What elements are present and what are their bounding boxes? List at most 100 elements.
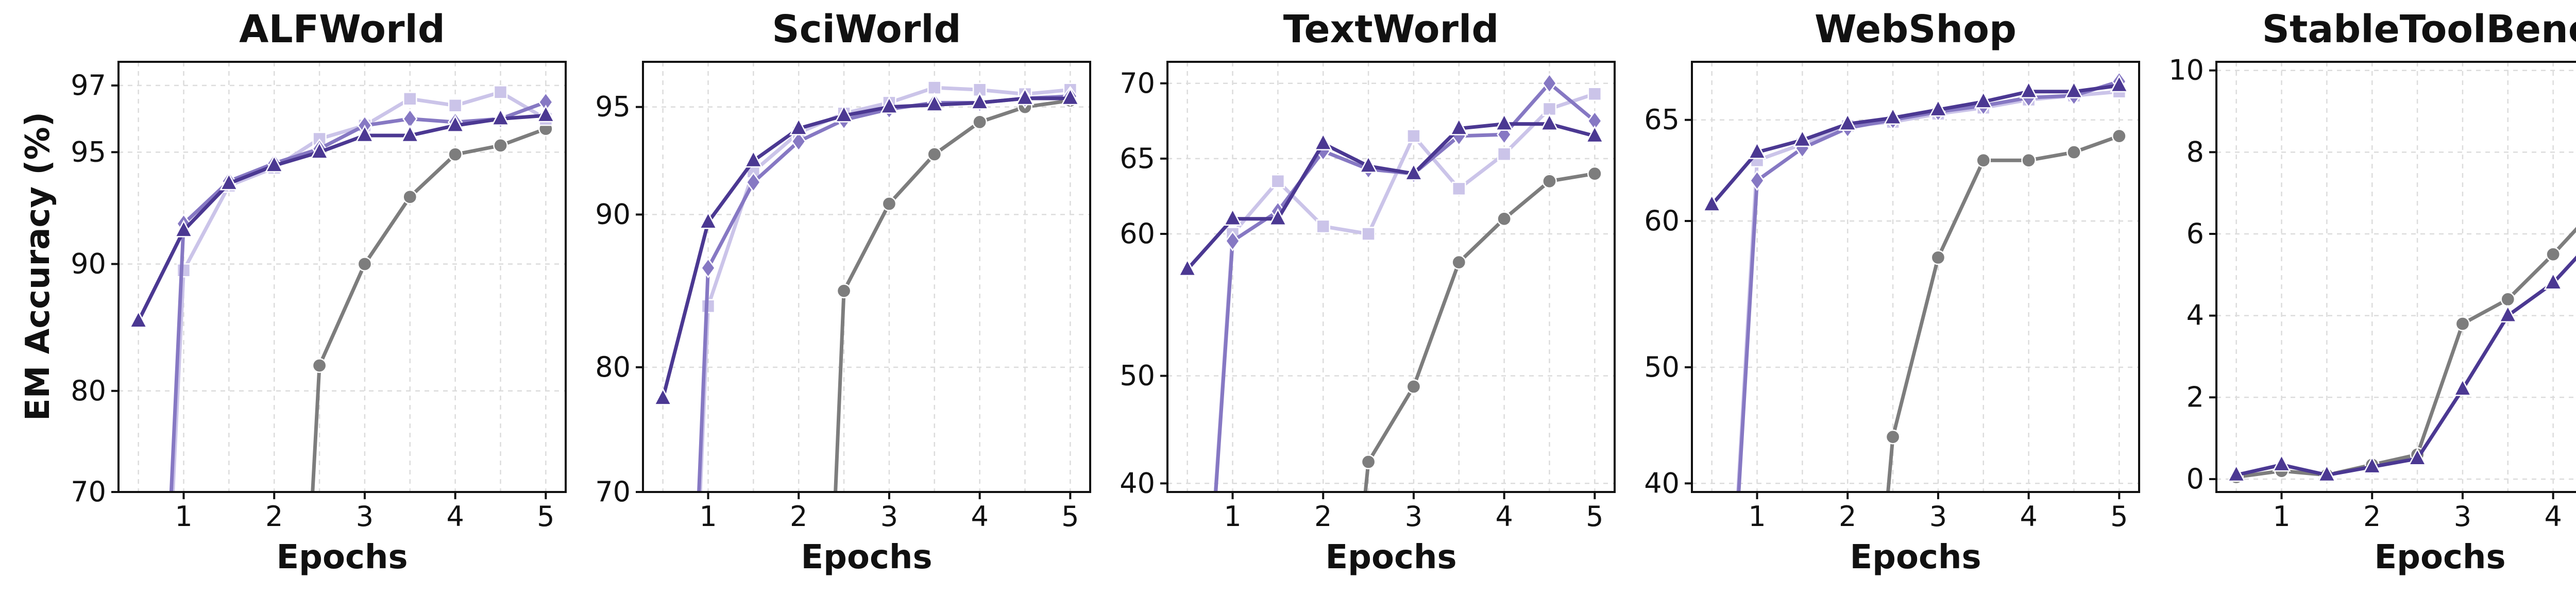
svg-text:80: 80 bbox=[71, 375, 106, 407]
svg-text:4: 4 bbox=[2544, 500, 2562, 533]
panel-title: WebShop bbox=[1815, 7, 2016, 52]
series-mix5 bbox=[1178, 113, 1604, 277]
svg-text:65: 65 bbox=[1120, 142, 1155, 175]
svg-text:2: 2 bbox=[265, 500, 283, 533]
series-mix4 bbox=[169, 92, 554, 492]
panel-textworld: 1 2 3 4 5 40 50 60 65 70 TextWorld Epochs bbox=[1120, 7, 1616, 576]
gridlines bbox=[2216, 62, 2576, 492]
svg-text:2: 2 bbox=[1314, 500, 1332, 533]
plot-area bbox=[1702, 71, 2129, 492]
axis-ticks: 1 2 3 4 5 70 80 90 95 97 bbox=[71, 69, 554, 533]
svg-text:4: 4 bbox=[446, 500, 464, 533]
svg-text:70: 70 bbox=[1120, 67, 1155, 99]
chart-panels: 1 2 3 4 5 70 80 90 95 97 ALFWorld Epochs 1 2 3 4 5 70 80 90… bbox=[62, 0, 2576, 594]
svg-text:80: 80 bbox=[595, 351, 631, 383]
svg-text:5: 5 bbox=[537, 500, 554, 533]
gridlines bbox=[643, 62, 1090, 493]
svg-text:3: 3 bbox=[356, 500, 374, 533]
svg-text:3: 3 bbox=[880, 500, 898, 533]
y-axis-label: EM Accuracy (%) bbox=[19, 111, 57, 421]
x-axis-label: Epochs bbox=[1325, 538, 1456, 576]
series-nomix bbox=[1885, 128, 2127, 492]
axis-ticks: 1 2 3 4 5 40 50 60 65 70 bbox=[1120, 67, 1603, 533]
x-axis-label: Epochs bbox=[801, 538, 932, 576]
svg-text:4: 4 bbox=[971, 500, 988, 533]
svg-text:70: 70 bbox=[71, 476, 106, 508]
svg-text:3: 3 bbox=[2454, 500, 2471, 533]
panel-alfworld: 1 2 3 4 5 70 80 90 95 97 ALFWorld Epochs bbox=[71, 7, 567, 576]
panel-title: TextWorld bbox=[1283, 7, 1499, 52]
series-mix5 bbox=[129, 105, 555, 328]
panel-title: ALFWorld bbox=[239, 7, 445, 52]
panel-webshop: 1 2 3 4 5 40 50 60 65 WebShop Epochs bbox=[1644, 7, 2140, 576]
axes-frame bbox=[2215, 61, 2576, 493]
x-axis-label: Epochs bbox=[276, 538, 408, 576]
svg-text:5: 5 bbox=[1061, 500, 1079, 533]
svg-text:95: 95 bbox=[71, 135, 106, 168]
svg-text:10: 10 bbox=[2168, 54, 2204, 87]
svg-text:90: 90 bbox=[71, 247, 106, 280]
svg-text:50: 50 bbox=[1644, 351, 1680, 383]
svg-text:95: 95 bbox=[595, 91, 631, 123]
series-mix3 bbox=[1213, 87, 1602, 492]
plot-area bbox=[653, 80, 1080, 492]
svg-text:1: 1 bbox=[2273, 500, 2290, 533]
axis-ticks: 1 2 3 4 5 40 50 60 65 bbox=[1644, 104, 2128, 533]
series-mix3 bbox=[171, 85, 553, 492]
svg-text:6: 6 bbox=[2187, 217, 2204, 250]
plot-area bbox=[129, 85, 555, 492]
svg-text:40: 40 bbox=[1644, 467, 1680, 499]
svg-text:1: 1 bbox=[699, 500, 717, 533]
svg-text:97: 97 bbox=[71, 69, 106, 101]
panel-title: SciWorld bbox=[772, 7, 961, 52]
panel-stabletoolbench: 123450246810StableToolBenchEpochs bbox=[2168, 7, 2576, 576]
panel-title: StableToolBench bbox=[2262, 7, 2576, 52]
series-mix5 bbox=[653, 87, 1080, 405]
svg-text:65: 65 bbox=[1644, 104, 1680, 136]
axes-frame bbox=[642, 61, 1091, 493]
plot-area bbox=[2227, 227, 2576, 485]
svg-text:2: 2 bbox=[2363, 500, 2381, 533]
panel-sciworld: 1 2 3 4 5 70 80 90 95 SciWorld Epochs bbox=[595, 7, 1091, 576]
series-nomix bbox=[311, 121, 553, 492]
series-nomix bbox=[834, 93, 1078, 492]
svg-text:50: 50 bbox=[1120, 360, 1155, 392]
axes-frame bbox=[1166, 61, 1616, 493]
svg-text:2: 2 bbox=[2187, 381, 2204, 413]
series-nomix bbox=[1361, 166, 1602, 492]
axes-frame bbox=[1691, 61, 2140, 493]
gridlines bbox=[1692, 62, 2139, 492]
series-mix4 bbox=[697, 86, 1078, 492]
svg-text:90: 90 bbox=[595, 198, 631, 230]
gridlines bbox=[118, 62, 566, 493]
svg-text:8: 8 bbox=[2187, 135, 2204, 168]
series-mix3 bbox=[698, 80, 1078, 492]
svg-text:4: 4 bbox=[1495, 500, 1513, 533]
svg-text:0: 0 bbox=[2187, 463, 2204, 495]
axis-ticks: 123450246810 bbox=[2168, 54, 2562, 533]
axis-ticks: 1 2 3 4 5 70 80 90 95 bbox=[595, 91, 1079, 533]
svg-text:1: 1 bbox=[1748, 500, 1766, 533]
svg-text:2: 2 bbox=[790, 500, 807, 533]
series-mix5 bbox=[2227, 255, 2576, 482]
svg-text:2: 2 bbox=[1839, 500, 1856, 533]
svg-text:60: 60 bbox=[1644, 205, 1680, 237]
svg-text:60: 60 bbox=[1120, 217, 1155, 250]
svg-text:40: 40 bbox=[1120, 467, 1155, 499]
svg-text:3: 3 bbox=[1405, 500, 1422, 533]
x-axis-label: Epochs bbox=[1850, 538, 1981, 576]
axes-frame bbox=[117, 61, 567, 493]
x-axis-label: Epochs bbox=[2374, 538, 2505, 576]
svg-text:5: 5 bbox=[2110, 500, 2128, 533]
series-mix5 bbox=[1702, 74, 2129, 212]
y-axis-label-column: EM Accuracy (%) bbox=[14, 0, 62, 594]
svg-text:1: 1 bbox=[175, 500, 192, 533]
svg-text:70: 70 bbox=[595, 476, 631, 508]
series-mix3 bbox=[1736, 84, 2127, 492]
svg-text:4: 4 bbox=[2020, 500, 2037, 533]
svg-text:3: 3 bbox=[1929, 500, 1947, 533]
series-mix4 bbox=[1214, 73, 1603, 492]
svg-text:4: 4 bbox=[2187, 299, 2204, 332]
svg-text:1: 1 bbox=[1224, 500, 1241, 533]
